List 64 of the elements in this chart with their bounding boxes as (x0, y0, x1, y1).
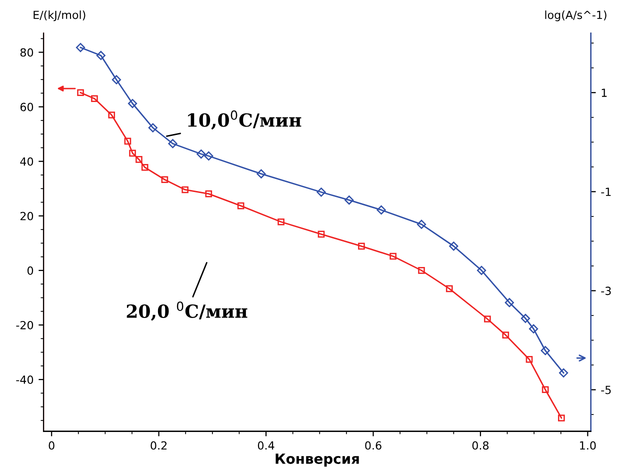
point (502, 332, 510, 338)
point (504, 298, 514, 308)
point (161, 176, 168, 184)
point (390, 252, 396, 260)
point (124, 138, 132, 145)
point (205, 190, 212, 198)
y-axis-title: E/(kJ/mol) (34, 10, 86, 22)
point (196, 149, 206, 159)
point (559, 368, 568, 378)
point (129, 150, 136, 157)
point (476, 266, 486, 275)
point (204, 151, 214, 161)
x-tick-label: 0.2 (150, 441, 167, 450)
y-tick-label: 60 (20, 102, 34, 112)
annotation: 20,0 $^{0}$C/мин (126, 301, 248, 321)
point (128, 98, 138, 108)
point (91, 95, 98, 102)
y2-tick-label: -3 (601, 286, 611, 296)
point (520, 314, 530, 323)
y-tick-label: 20 (20, 212, 34, 220)
y-tick-label: -20 (16, 320, 34, 330)
point (168, 139, 178, 148)
x-tick-label: 0.6 (365, 441, 382, 450)
point (376, 205, 386, 215)
point (237, 202, 244, 210)
point (540, 346, 550, 356)
point (484, 316, 491, 322)
point (76, 42, 86, 52)
point (449, 242, 458, 251)
point (182, 186, 188, 194)
y-tick-label: 80 (20, 48, 34, 57)
point (141, 164, 148, 171)
x-axis-title: Конверсия (276, 454, 359, 467)
point (418, 267, 425, 274)
point (278, 218, 284, 226)
point (528, 324, 538, 334)
point (358, 242, 365, 250)
y2-tick-label: -1 (601, 188, 611, 196)
y2-axis-title: log(A/s^-1) (545, 10, 606, 22)
point (318, 230, 325, 238)
point (77, 89, 84, 96)
x-tick-label: 1.0 (580, 441, 596, 450)
point (112, 75, 122, 84)
point (108, 112, 116, 118)
point (136, 156, 142, 163)
x-tick-label: 0.4 (258, 441, 274, 450)
point (344, 196, 354, 205)
y-tick-label: -40 (16, 376, 34, 384)
point (416, 220, 426, 229)
y2-tick-label: 1 (602, 88, 607, 97)
y2-tick-label: -5 (601, 386, 611, 394)
point (96, 50, 106, 60)
x-tick-label: 0 (48, 441, 54, 450)
point (526, 356, 533, 363)
point (148, 123, 158, 132)
annotation: 10,0$^{0}$C/мин (188, 110, 302, 130)
x-tick-label: 0.8 (472, 441, 489, 450)
point (542, 386, 549, 394)
y-tick-label: 40 (20, 157, 34, 166)
y-tick-label: 0 (27, 266, 34, 275)
point (256, 169, 266, 178)
point (446, 285, 453, 292)
point (558, 414, 565, 422)
point (316, 188, 326, 197)
